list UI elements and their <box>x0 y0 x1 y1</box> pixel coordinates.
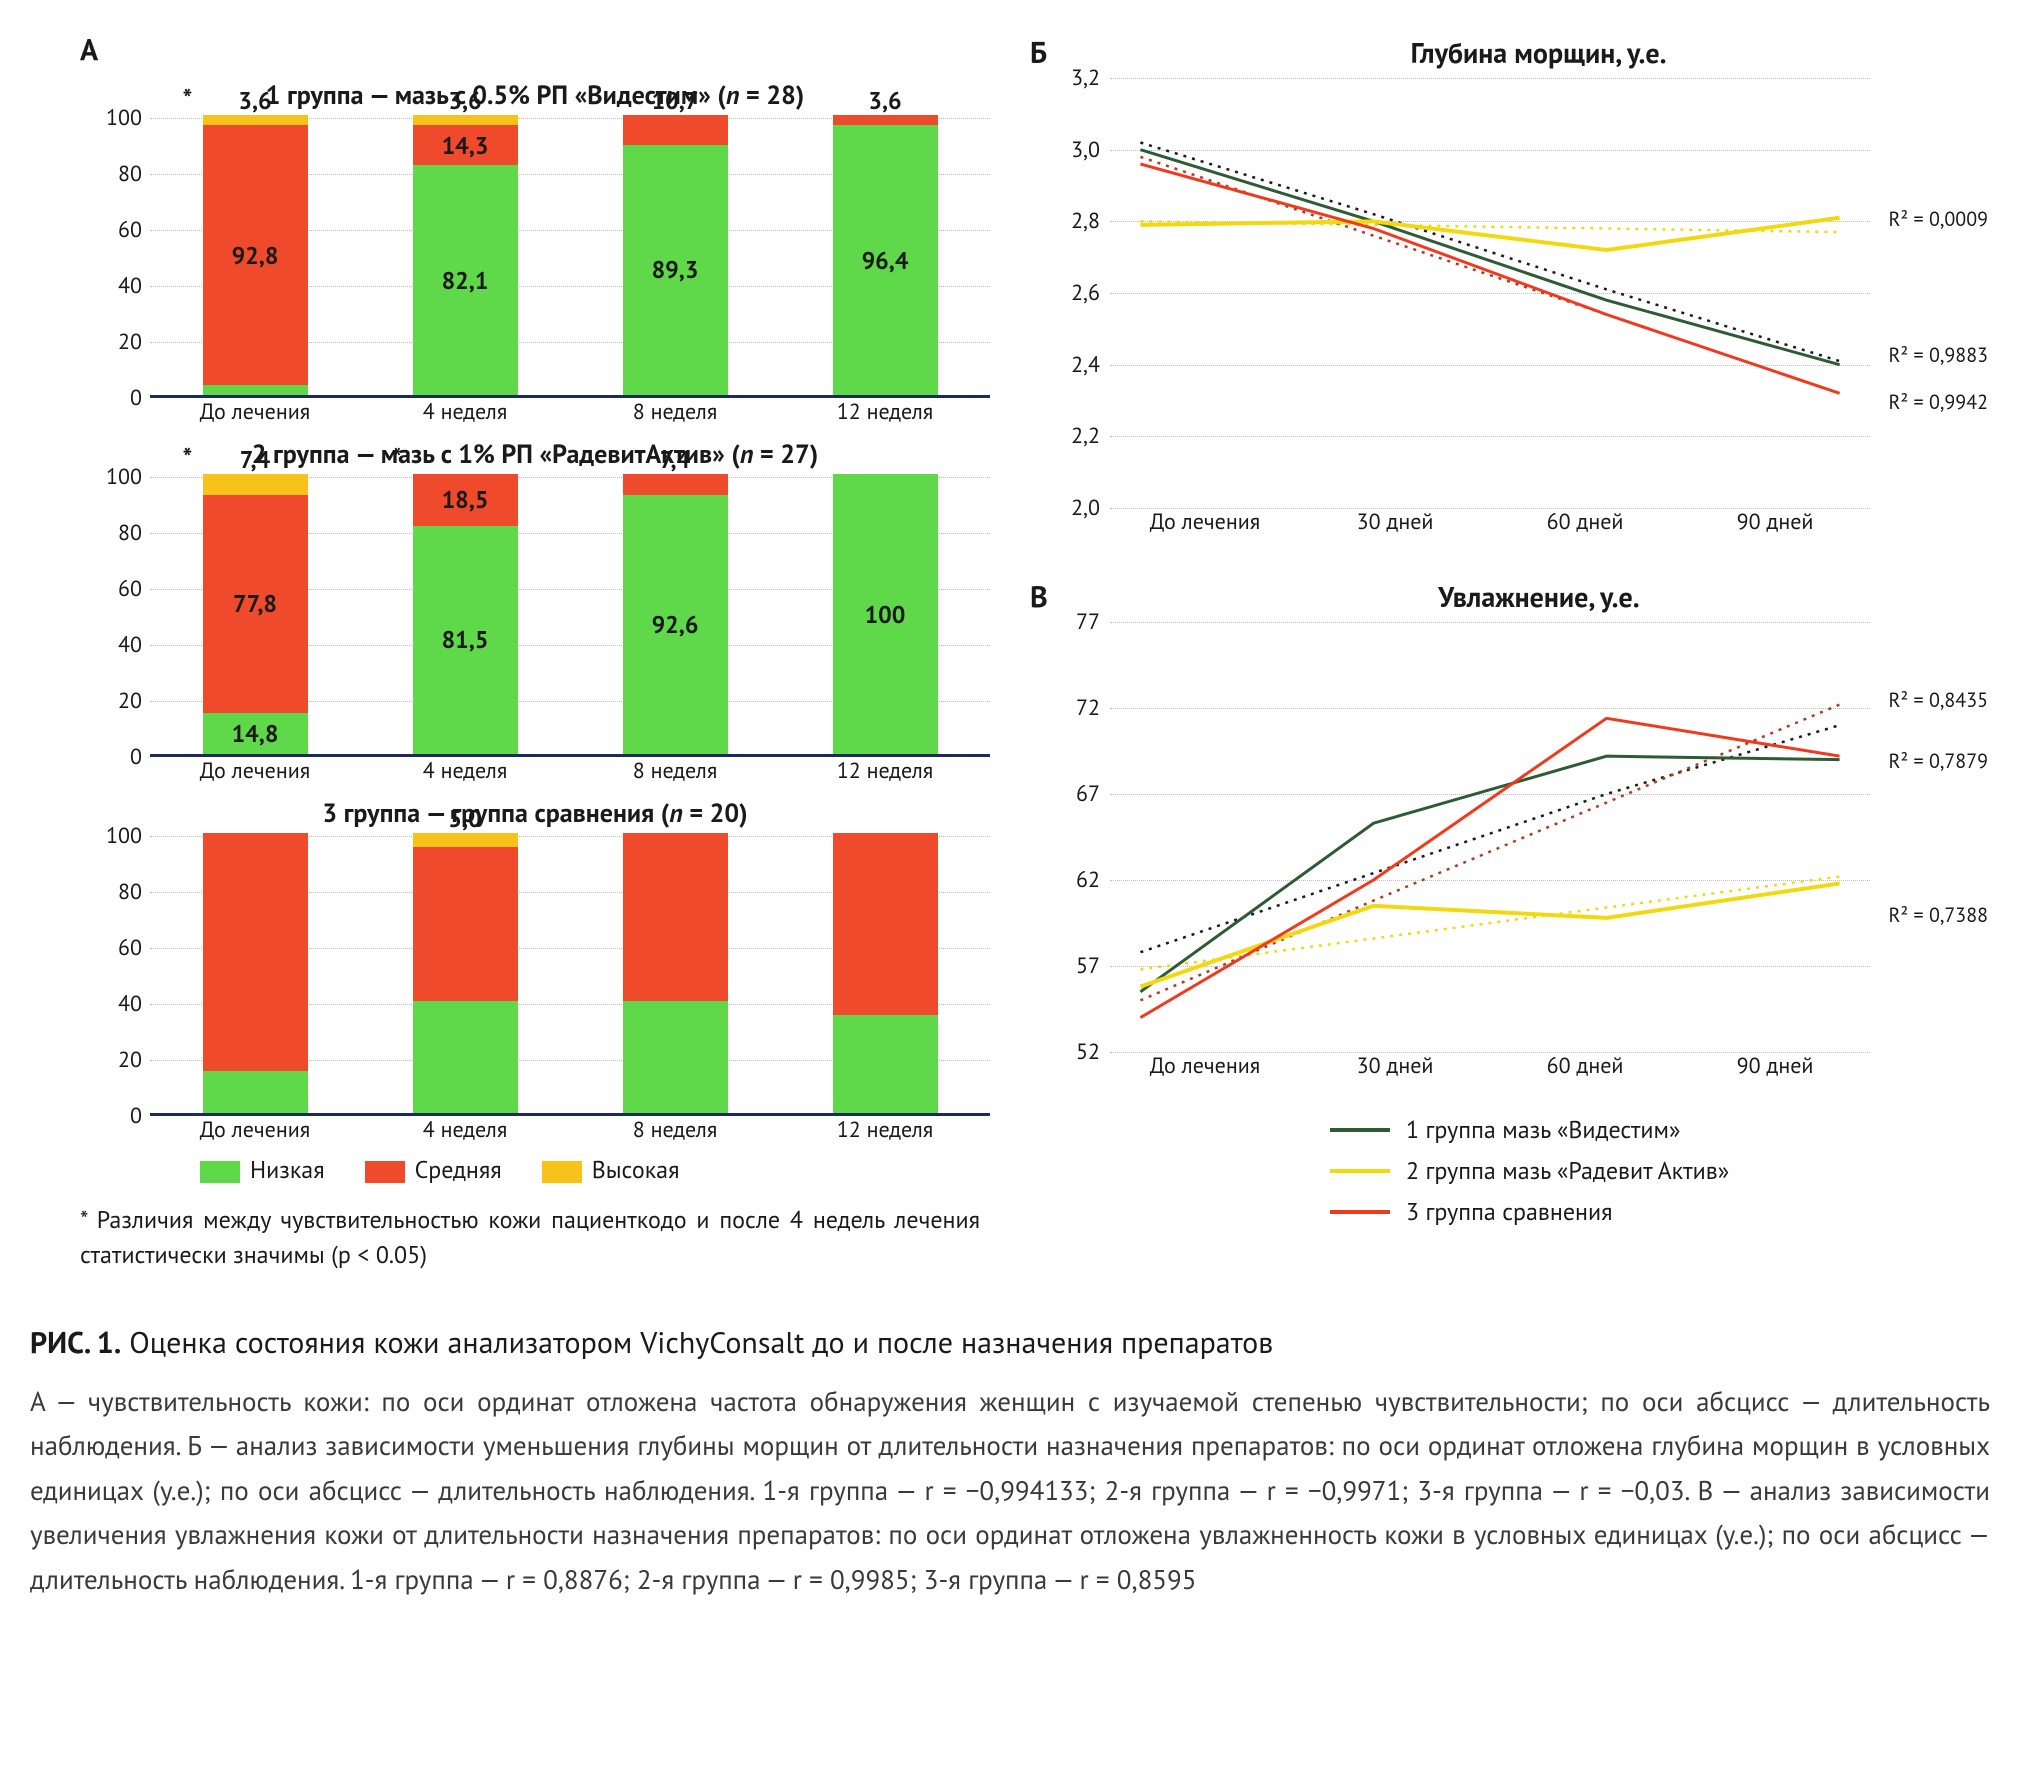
bar-chart-title: 2 группа — мазь с 1% РП «РадевитАктив» (… <box>80 438 990 471</box>
panel-b-title: Глубина морщин, у.е. <box>1087 34 1990 71</box>
bar-chart-2: 2 группа — мазь с 1% РП «РадевитАктив» (… <box>80 434 990 785</box>
legend-row: 2 группа мазь «Радевит Актив» <box>1330 1151 1990 1192</box>
bar-group <box>203 833 308 1113</box>
caption-body: A — чувствительность кожи: по оси ордина… <box>30 1380 1990 1603</box>
panel-a: А Чувствительность, % 1 группа — мазь с … <box>30 30 990 1273</box>
panel-a-label: А <box>80 30 990 69</box>
legend-mid: Средняя <box>365 1154 502 1185</box>
bar-group <box>833 833 938 1113</box>
line-xaxis-b: До лечения30 дней60 дней90 дней <box>1110 508 1870 536</box>
bar-chart-3: 3 группа — группа сравнения (n = 20)0204… <box>80 793 990 1144</box>
line-legend: 1 группа мазь «Видестим»2 группа мазь «Р… <box>1330 1110 1990 1232</box>
bar-charts-host: 1 группа — мазь с 0.5% РП «Видестим» (n … <box>80 75 990 1144</box>
panel-c: В Увлажнение, у.е. 525762677277R² = 0,84… <box>1030 574 1990 1232</box>
panel-c-title: Увлажнение, у.е. <box>1088 578 1990 615</box>
bar-group: 81,518,5* <box>413 474 518 754</box>
line-chart-c: 525762677277R² = 0,8435R² = 0,7879R² = 0… <box>1110 622 1870 1052</box>
legend-row: 3 группа сравнения <box>1330 1192 1990 1233</box>
bar-group: 82,114,33,6 <box>413 115 518 395</box>
figure-grid: А Чувствительность, % 1 группа — мазь с … <box>30 30 1991 1602</box>
line-chart-b: 2,02,22,42,62,83,03,2R² = 0,0009R² = 0,9… <box>1110 78 1870 508</box>
panel-b: Б Глубина морщин, у.е. 2,02,22,42,62,83,… <box>1030 30 1990 536</box>
r2-label: R² = 0,8435 <box>1888 687 1988 713</box>
bar-group: 92,83,6* <box>203 115 308 395</box>
legend-row: 1 группа мазь «Видестим» <box>1330 1110 1990 1151</box>
line-xaxis-c: До лечения30 дней60 дней90 дней <box>1110 1052 1870 1080</box>
bar-chart-title: 1 группа — мазь с 0.5% РП «Видестим» (n … <box>80 79 990 112</box>
bar-legend: Низкая Средняя Высокая <box>200 1154 990 1185</box>
r2-label: R² = 0,7879 <box>1888 748 1988 774</box>
r2-label: R² = 0,9942 <box>1888 389 1988 415</box>
bar-group: 89,310,7 <box>623 115 728 395</box>
bar-group <box>623 833 728 1113</box>
panel-a-footnote: * Различия между чувствительностью кожи … <box>80 1203 980 1273</box>
bar-chart-title: 3 группа — группа сравнения (n = 20) <box>80 797 990 830</box>
r2-label: R² = 0,9883 <box>1888 342 1988 368</box>
legend-low: Низкая <box>200 1154 325 1185</box>
bar-group: 96,43,6 <box>833 115 938 395</box>
bar-group: 92,67,4 <box>623 474 728 754</box>
right-column: Б Глубина морщин, у.е. 2,02,22,42,62,83,… <box>1030 30 1990 1273</box>
figure-caption: РИС. 1. Оценка состояния кожи анализатор… <box>30 1323 1990 1603</box>
r2-label: R² = 0,0009 <box>1888 206 1988 232</box>
bar-group: 14,877,87,4* <box>203 474 308 754</box>
bar-group: 5,0 <box>413 833 518 1113</box>
bar-chart-1: 1 группа — мазь с 0.5% РП «Видестим» (n … <box>80 75 990 426</box>
bar-group: 100 <box>833 474 938 754</box>
legend-high: Высокая <box>542 1154 680 1185</box>
caption-title: РИС. 1. Оценка состояния кожи анализатор… <box>30 1323 1990 1362</box>
r2-label: R² = 0,7388 <box>1888 902 1988 928</box>
